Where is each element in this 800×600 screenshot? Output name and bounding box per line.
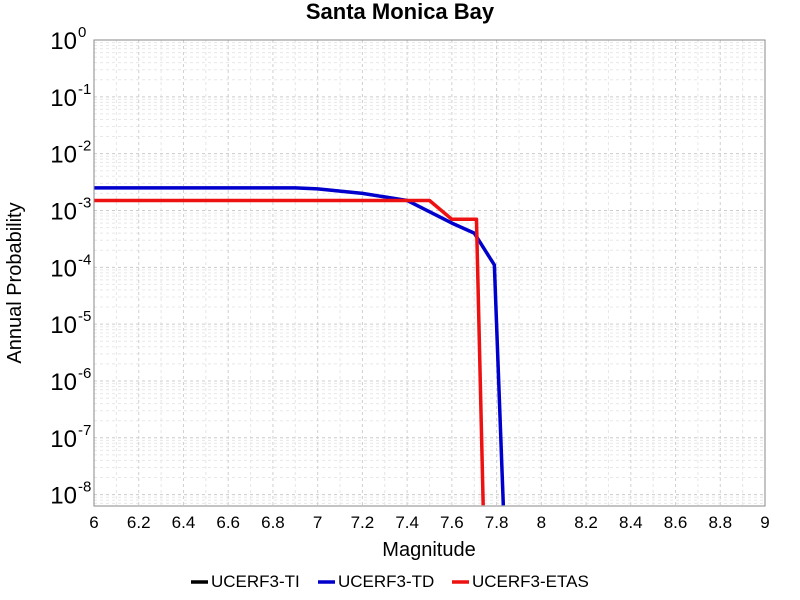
x-tick-label: 6.4 [172, 513, 196, 532]
x-tick-label: 6.2 [127, 513, 151, 532]
y-tick-exponent: -7 [78, 422, 91, 439]
x-axis-label: Magnitude [382, 539, 475, 561]
x-tick-label: 7 [313, 513, 322, 532]
y-tick-exponent: -6 [78, 365, 91, 382]
x-tick-label: 8.2 [574, 513, 598, 532]
y-tick-label: 10 -1 [50, 81, 91, 112]
y-tick-label: 10 -4 [50, 251, 91, 282]
y-tick-label: 10 0 [50, 24, 86, 55]
y-tick-exponent: -5 [78, 308, 91, 325]
y-tick-base: 10 [50, 483, 77, 510]
y-tick-exponent: -8 [78, 479, 91, 496]
y-tick-base: 10 [50, 369, 77, 396]
y-tick-exponent: -4 [78, 251, 91, 268]
legend-item: UCERF3-TD [318, 572, 434, 591]
y-tick-base: 10 [50, 85, 77, 112]
x-tick-label: 6.8 [261, 513, 285, 532]
legend-label: UCERF3-TI [211, 572, 300, 591]
y-tick-exponent: -2 [78, 138, 91, 155]
x-tick-label: 8.8 [708, 513, 732, 532]
x-tick-label: 7.4 [395, 513, 419, 532]
x-tick-label: 7.6 [440, 513, 464, 532]
x-axis-ticks: 6 6.2 6.4 6.6 6.8 7 7.2 7.4 7.6 7.8 8 8.2 8.4 8.6 8.8 9 [89, 513, 769, 532]
grid-minor [94, 40, 765, 506]
x-tick-label: 8 [537, 513, 546, 532]
x-tick-label: 7.2 [351, 513, 375, 532]
legend: UCERF3-TI UCERF3-TD UCERF3-ETAS [191, 572, 589, 591]
y-axis-label: Annual Probability [4, 202, 26, 363]
y-tick-exponent: 0 [78, 24, 86, 41]
y-tick-base: 10 [50, 312, 77, 339]
y-tick-label: 10 -8 [50, 479, 91, 510]
y-tick-label: 10 -2 [50, 138, 91, 169]
y-tick-exponent: -3 [78, 194, 91, 211]
y-tick-exponent: -1 [78, 81, 91, 98]
x-tick-label: 7.8 [485, 513, 509, 532]
series-line-ucerf3-etas [94, 198, 485, 506]
y-tick-base: 10 [50, 142, 77, 169]
legend-label: UCERF3-ETAS [472, 572, 589, 591]
series-layer [94, 186, 506, 506]
y-tick-base: 10 [50, 255, 77, 282]
chart-title: Santa Monica Bay [306, 0, 495, 24]
plot-area [93, 39, 766, 507]
x-tick-label: 6 [89, 513, 98, 532]
y-tick-label: 10 -5 [50, 308, 91, 339]
x-tick-label: 6.6 [216, 513, 240, 532]
legend-item: UCERF3-TI [191, 572, 300, 591]
x-tick-label: 8.6 [664, 513, 688, 532]
x-tick-label: 8.4 [619, 513, 643, 532]
y-tick-base: 10 [50, 198, 77, 225]
y-tick-label: 10 -3 [50, 194, 91, 225]
y-tick-base: 10 [50, 28, 77, 55]
x-tick-label: 9 [760, 513, 769, 532]
y-tick-label: 10 -6 [50, 365, 91, 396]
legend-label: UCERF3-TD [338, 572, 434, 591]
legend-item: UCERF3-ETAS [452, 572, 589, 591]
y-tick-label: 10 -7 [50, 422, 91, 453]
y-tick-base: 10 [50, 426, 77, 453]
